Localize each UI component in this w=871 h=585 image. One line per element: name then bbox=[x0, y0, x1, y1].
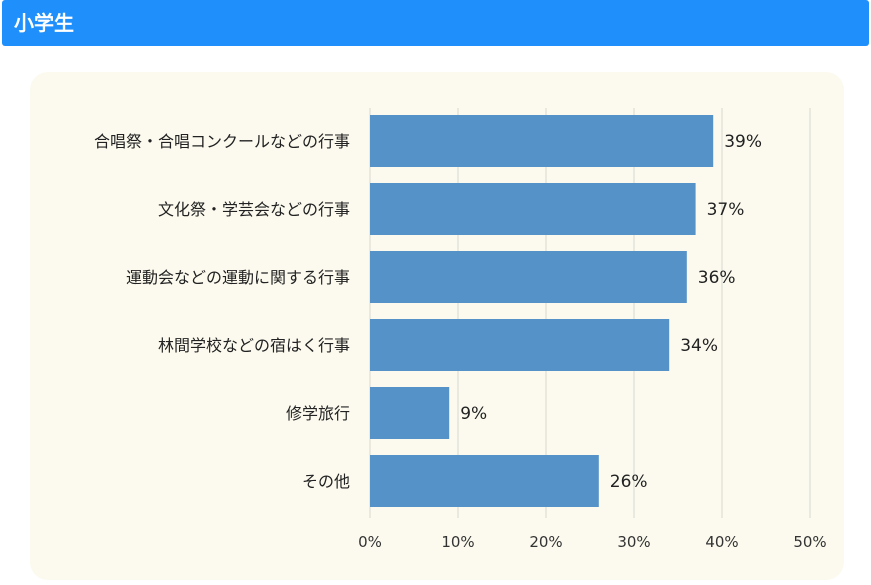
bar bbox=[370, 319, 670, 371]
value-label: 34% bbox=[680, 336, 718, 356]
chart-header: 小学生 bbox=[2, 0, 869, 46]
category-label: 運動会などの運動に関する行事 bbox=[126, 268, 350, 287]
bar bbox=[370, 183, 696, 235]
category-label: 文化祭・学芸会などの行事 bbox=[158, 200, 350, 219]
value-label: 39% bbox=[724, 132, 762, 152]
category-label: 林間学校などの宿はく行事 bbox=[158, 336, 350, 355]
tick-label: 10% bbox=[441, 533, 474, 551]
category-label: その他 bbox=[302, 472, 350, 491]
value-label: 9% bbox=[460, 404, 487, 424]
tick-label: 40% bbox=[705, 533, 738, 551]
bar bbox=[370, 455, 599, 507]
bar bbox=[370, 115, 714, 167]
value-label: 26% bbox=[610, 472, 648, 492]
header-title: 小学生 bbox=[14, 11, 74, 35]
tick-label: 30% bbox=[617, 533, 650, 551]
tick-label: 20% bbox=[529, 533, 562, 551]
bar bbox=[370, 251, 687, 303]
tick-label: 50% bbox=[793, 533, 826, 551]
category-label: 修学旅行 bbox=[286, 404, 350, 423]
tick-label: 0% bbox=[358, 533, 382, 551]
bar bbox=[370, 387, 450, 439]
value-label: 37% bbox=[707, 200, 745, 220]
category-label: 合唱祭・合唱コンクールなどの行事 bbox=[94, 132, 350, 151]
value-label: 36% bbox=[698, 268, 736, 288]
